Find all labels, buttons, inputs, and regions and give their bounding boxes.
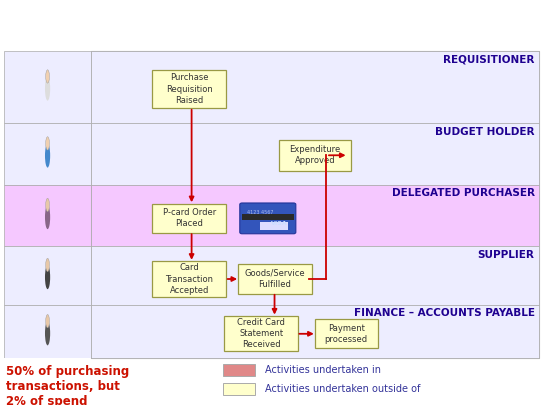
Text: Expenditure
Approved: Expenditure Approved <box>289 145 340 165</box>
Bar <box>91 305 539 358</box>
Text: Less than £300 / € 500 per transaction…: Less than £300 / € 500 per transaction… <box>115 23 493 41</box>
Bar <box>4 185 91 246</box>
Circle shape <box>46 258 50 272</box>
Circle shape <box>46 137 50 150</box>
Ellipse shape <box>45 321 50 345</box>
Bar <box>91 51 539 123</box>
Text: Payment
processed: Payment processed <box>324 324 368 344</box>
Bar <box>91 123 539 185</box>
Text: Credit Card
Statement
Received: Credit Card Statement Received <box>237 318 285 350</box>
Text: Purchase
Requisition
Raised: Purchase Requisition Raised <box>166 73 213 105</box>
Bar <box>91 185 539 246</box>
Bar <box>242 214 294 220</box>
Text: REQUISITIONER: REQUISITIONER <box>443 54 535 64</box>
FancyBboxPatch shape <box>315 319 378 348</box>
FancyBboxPatch shape <box>238 264 311 294</box>
Text: Card
Transaction
Accepted: Card Transaction Accepted <box>166 263 213 294</box>
Ellipse shape <box>45 144 50 168</box>
Bar <box>260 222 288 230</box>
Ellipse shape <box>45 205 50 229</box>
Text: FINANCE – ACCOUNTS PAYABLE: FINANCE – ACCOUNTS PAYABLE <box>354 308 535 318</box>
FancyBboxPatch shape <box>279 140 351 171</box>
FancyBboxPatch shape <box>152 204 227 233</box>
Bar <box>4 123 91 185</box>
Text: BUDGET HOLDER: BUDGET HOLDER <box>435 127 535 136</box>
Bar <box>91 246 539 305</box>
Text: VISA: VISA <box>271 221 288 226</box>
Circle shape <box>46 70 50 83</box>
Text: Activities undertaken outside of: Activities undertaken outside of <box>265 384 420 394</box>
Bar <box>223 384 255 395</box>
FancyBboxPatch shape <box>152 261 227 297</box>
Circle shape <box>46 315 50 328</box>
Text: Goods/Service
Fulfilled: Goods/Service Fulfilled <box>244 269 305 289</box>
Text: 4123 4567: 4123 4567 <box>247 210 273 215</box>
Text: DELEGATED PURCHASER: DELEGATED PURCHASER <box>392 188 535 198</box>
Bar <box>4 246 91 305</box>
FancyBboxPatch shape <box>224 316 298 352</box>
FancyBboxPatch shape <box>240 203 296 234</box>
Text: Activities undertaken in: Activities undertaken in <box>265 365 381 375</box>
Circle shape <box>46 198 50 211</box>
Bar <box>4 305 91 358</box>
Bar <box>223 364 255 376</box>
Text: P-card Order
Placed: P-card Order Placed <box>163 208 216 228</box>
Ellipse shape <box>45 265 50 289</box>
Text: 50% of purchasing
transactions, but
2% of spend: 50% of purchasing transactions, but 2% o… <box>6 364 129 405</box>
Ellipse shape <box>45 77 50 100</box>
Text: SUPPLIER: SUPPLIER <box>477 250 535 260</box>
FancyBboxPatch shape <box>152 70 227 108</box>
Bar <box>4 51 91 123</box>
